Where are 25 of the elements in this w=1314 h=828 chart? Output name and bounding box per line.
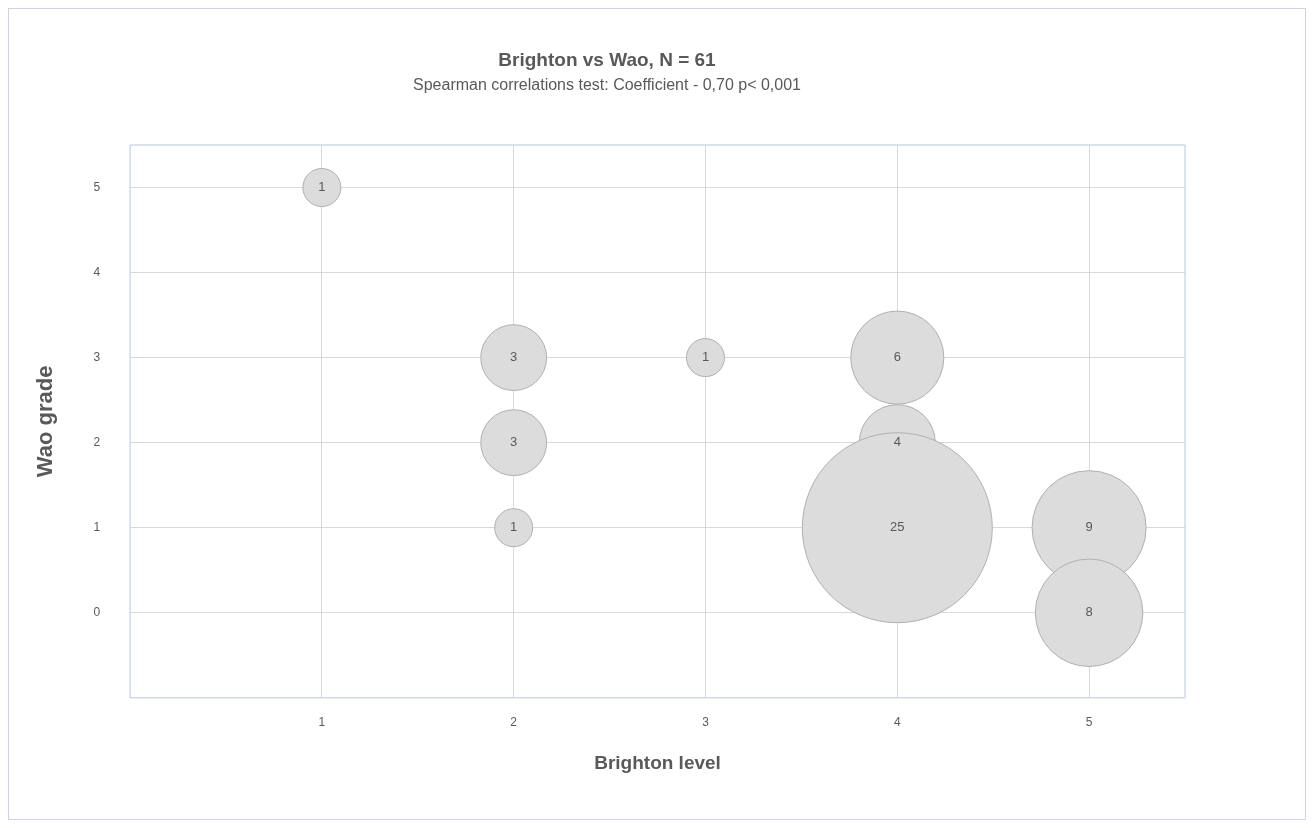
annotation: 1 [318, 179, 326, 195]
x-tick-label: 2 [510, 715, 518, 730]
y-tick-label: 2 [93, 434, 101, 449]
y-axis-title: Wao grade [32, 365, 58, 478]
y-tick-label: 0 [93, 605, 101, 620]
annotation: 3 [510, 349, 518, 365]
annotation: 1 [701, 349, 710, 365]
chart-subtitle: Spearman correlations test: Coefficient - 0,70 p< 0,001 [413, 75, 802, 93]
annotation: 6 [893, 349, 901, 365]
y-tick-label: 3 [93, 349, 101, 364]
x-tick-label: 3 [702, 715, 710, 730]
annotation: 9 [1085, 519, 1093, 535]
annotation: 8 [1085, 604, 1093, 620]
annotation: 1 [510, 519, 518, 535]
y-tick-label: 5 [93, 179, 101, 194]
annotation: 4 [893, 434, 901, 450]
y-tick-label: 1 [93, 520, 101, 535]
annotation: 25 [890, 519, 905, 535]
x-tick-label: 4 [893, 715, 901, 730]
chart-title: Brighton vs Wao, N = 61 [498, 48, 717, 70]
x-axis-title: Brighton level [594, 751, 721, 773]
y-tick-label: 4 [93, 264, 101, 279]
x-tick-label: 5 [1085, 715, 1093, 730]
x-tick-label: 1 [318, 715, 326, 730]
annotation: 3 [510, 434, 518, 450]
